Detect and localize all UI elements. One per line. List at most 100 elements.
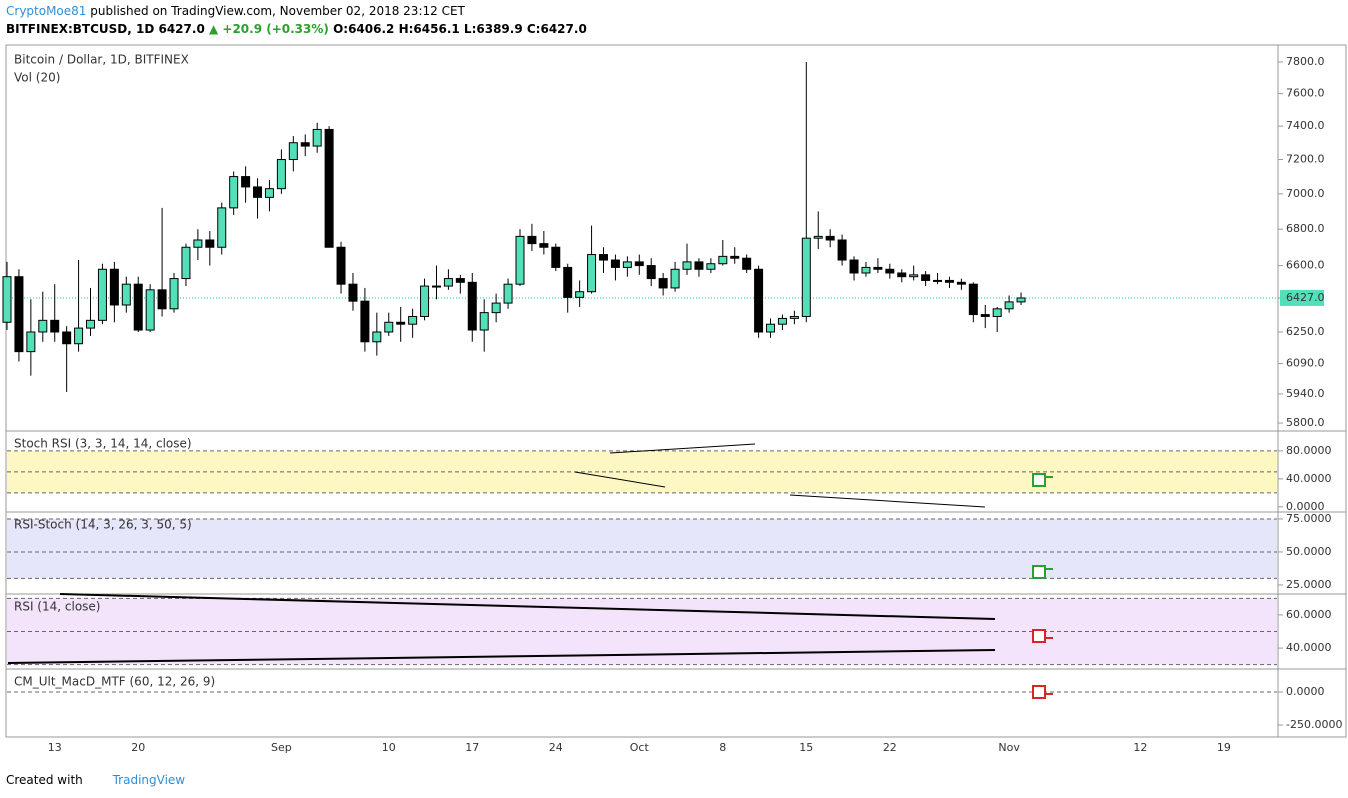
footer: Created with TradingView xyxy=(6,773,185,787)
candle-body xyxy=(670,268,680,289)
candle-body xyxy=(253,186,263,198)
candle-body xyxy=(754,268,764,333)
candle-body xyxy=(467,281,477,331)
x-tick-label: Sep xyxy=(271,741,292,754)
candle-body xyxy=(288,142,298,161)
publish-line: CryptoMoe81 published on TradingView.com… xyxy=(6,4,465,18)
x-tick-label: 19 xyxy=(1217,741,1231,754)
trend-line xyxy=(789,494,986,508)
high: H:6456.1 xyxy=(398,22,460,36)
candle-body xyxy=(801,237,811,317)
candle-body xyxy=(682,261,692,270)
candle-body xyxy=(944,279,954,283)
y-tick-label: 40.0000 xyxy=(1286,472,1332,485)
candle-body xyxy=(133,283,143,331)
x-tick-label: 22 xyxy=(883,741,897,754)
candle-body xyxy=(491,302,501,314)
brand[interactable]: TradingView xyxy=(112,773,186,787)
candle-body xyxy=(551,246,561,268)
y-tick-label: 7000.0 xyxy=(1286,187,1325,200)
candle-body xyxy=(324,128,334,248)
candle-body xyxy=(312,128,322,147)
last-price-tag xyxy=(1280,289,1324,306)
candle-body xyxy=(539,243,549,248)
candle-body xyxy=(109,268,119,306)
y-tick-label: 60.0000 xyxy=(1286,608,1332,621)
candle-body xyxy=(38,319,48,333)
candle-body xyxy=(86,319,96,329)
candle-body xyxy=(217,207,227,248)
candle-body xyxy=(503,283,513,304)
chart: Bitcoin / Dollar, 1D, BITFINEX Vol (20) 78… xyxy=(2,44,1347,754)
x-tick-label: 13 xyxy=(48,741,62,754)
candle-body xyxy=(300,142,310,147)
candle-body xyxy=(587,254,597,293)
candle-body xyxy=(360,300,370,343)
hand-up xyxy=(1032,565,1053,579)
candle-body xyxy=(622,261,632,268)
candle-body xyxy=(1016,297,1026,303)
candle-body xyxy=(837,239,847,261)
chart-title: Bitcoin / Dollar, 1D, BITFINEX xyxy=(14,53,189,67)
candle-body xyxy=(563,266,573,298)
low: L:6389.9 xyxy=(463,22,523,36)
candle-body xyxy=(276,159,286,190)
y-tick-label: -250.0000 xyxy=(1286,718,1342,731)
indicator-title: RSI-Stoch (14, 3, 26, 3, 50, 5) xyxy=(14,518,192,532)
candle-body xyxy=(181,246,191,280)
candle-body xyxy=(956,281,966,285)
candle-body xyxy=(921,274,931,281)
close: C:6427.0 xyxy=(526,22,587,36)
y-tick-label: 6600.0 xyxy=(1286,259,1325,272)
y-tick-label: 5940.0 xyxy=(1286,387,1325,400)
candle-body xyxy=(861,266,871,274)
candle-body xyxy=(443,278,453,287)
candle-body xyxy=(694,261,704,270)
x-tick-label: Nov xyxy=(998,741,1020,754)
candle-body xyxy=(14,276,24,353)
candle-body xyxy=(431,285,441,288)
candle-body xyxy=(634,261,644,267)
candle-body xyxy=(742,257,752,270)
candle-body xyxy=(157,289,167,310)
candle-body xyxy=(849,259,859,274)
candle-body xyxy=(74,327,84,345)
candle-body xyxy=(897,272,907,278)
volume-label: Vol (20) xyxy=(14,71,60,85)
y-tick-label: 0.0000 xyxy=(1286,500,1325,513)
candle-body xyxy=(121,283,131,306)
hand-icons xyxy=(1032,473,1053,699)
x-tick-label: 24 xyxy=(549,741,563,754)
y-tick-label: 40.0000 xyxy=(1286,641,1332,654)
indicator-title: CM_Ult_MacD_MTF (60, 12, 26, 9) xyxy=(14,675,215,689)
candle-body xyxy=(205,239,215,248)
candle-body xyxy=(1004,301,1014,310)
panel-separators xyxy=(6,430,1346,670)
candle-body xyxy=(658,278,668,289)
candle-body xyxy=(766,323,776,333)
level-band xyxy=(7,518,1277,579)
candle-body xyxy=(515,235,525,285)
candle-body xyxy=(396,321,406,325)
trend-line xyxy=(7,649,996,664)
candle-body xyxy=(62,331,72,345)
candle-body xyxy=(933,279,943,282)
x-tick-label: 15 xyxy=(799,741,813,754)
published: published on TradingView.com, November 0… xyxy=(90,4,465,18)
open: O:6406.2 xyxy=(333,22,395,36)
x-tick-label: 20 xyxy=(131,741,145,754)
y-tick-label: 5800.0 xyxy=(1286,416,1325,429)
last: 6427.0 xyxy=(158,22,205,36)
candle-body xyxy=(420,285,430,317)
y-tick-label: 6800.0 xyxy=(1286,222,1325,235)
hand-down xyxy=(1032,685,1053,699)
candle-body xyxy=(813,235,823,239)
y-tick-label: 6427.0 xyxy=(1286,291,1325,304)
candle-body xyxy=(384,321,394,333)
candle-body xyxy=(718,255,728,265)
y-tick-label: 7400.0 xyxy=(1286,119,1325,132)
x-tick-label: 12 xyxy=(1133,741,1147,754)
candle-body xyxy=(336,246,346,285)
author[interactable]: CryptoMoe81 xyxy=(6,4,87,18)
